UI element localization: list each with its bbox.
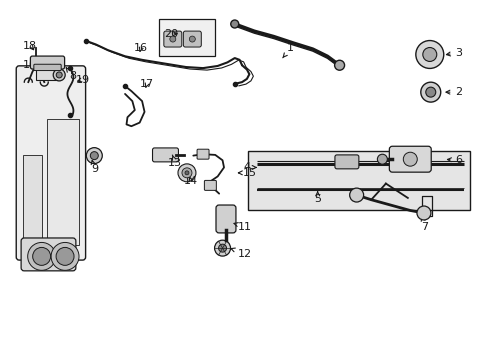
FancyBboxPatch shape [183, 31, 201, 47]
FancyBboxPatch shape [216, 205, 235, 233]
Circle shape [28, 242, 56, 270]
Circle shape [189, 36, 195, 42]
FancyBboxPatch shape [21, 238, 76, 271]
Bar [47, 119, 79, 244]
FancyBboxPatch shape [197, 149, 208, 159]
Circle shape [56, 247, 74, 265]
Text: 4: 4 [243, 162, 256, 172]
Bar [36, 67, 59, 80]
Circle shape [349, 188, 363, 202]
Bar [248, 151, 469, 211]
FancyBboxPatch shape [34, 64, 61, 71]
Text: 8: 8 [66, 68, 76, 81]
FancyBboxPatch shape [16, 66, 85, 260]
Text: 19: 19 [76, 75, 89, 85]
Circle shape [214, 240, 230, 256]
Text: 15: 15 [238, 168, 256, 178]
Circle shape [420, 82, 440, 102]
FancyBboxPatch shape [334, 155, 358, 169]
Text: 17: 17 [140, 79, 154, 89]
Circle shape [90, 152, 98, 159]
FancyBboxPatch shape [30, 56, 64, 69]
Bar [159, 19, 215, 56]
Circle shape [51, 242, 79, 270]
Circle shape [53, 69, 65, 81]
Text: 6: 6 [447, 155, 462, 165]
Circle shape [416, 206, 430, 220]
Text: 14: 14 [183, 176, 198, 186]
Text: 16: 16 [134, 43, 148, 53]
Circle shape [230, 20, 238, 28]
Text: 7: 7 [420, 216, 427, 231]
Bar [22, 155, 42, 244]
Text: 20: 20 [164, 29, 178, 39]
Circle shape [184, 171, 188, 175]
Text: 10: 10 [23, 58, 42, 70]
Circle shape [415, 41, 443, 68]
Circle shape [86, 148, 102, 163]
Text: 13: 13 [168, 155, 182, 168]
Circle shape [169, 36, 176, 42]
Circle shape [56, 72, 62, 78]
Circle shape [218, 244, 226, 252]
Text: 18: 18 [23, 41, 37, 50]
Circle shape [403, 152, 416, 166]
Text: 9: 9 [91, 161, 98, 174]
FancyBboxPatch shape [152, 148, 178, 162]
Circle shape [33, 247, 51, 265]
Circle shape [178, 164, 196, 182]
Circle shape [334, 60, 344, 70]
Circle shape [182, 168, 192, 178]
Text: 1: 1 [282, 43, 294, 58]
Circle shape [425, 87, 435, 97]
Text: 12: 12 [230, 248, 251, 258]
Circle shape [422, 48, 436, 62]
Circle shape [377, 154, 386, 164]
FancyBboxPatch shape [388, 146, 430, 172]
Text: 11: 11 [233, 222, 251, 231]
Text: 3: 3 [446, 48, 462, 58]
Text: 5: 5 [313, 191, 321, 204]
Text: 2: 2 [445, 87, 462, 97]
FancyBboxPatch shape [163, 31, 182, 47]
FancyBboxPatch shape [204, 180, 216, 190]
